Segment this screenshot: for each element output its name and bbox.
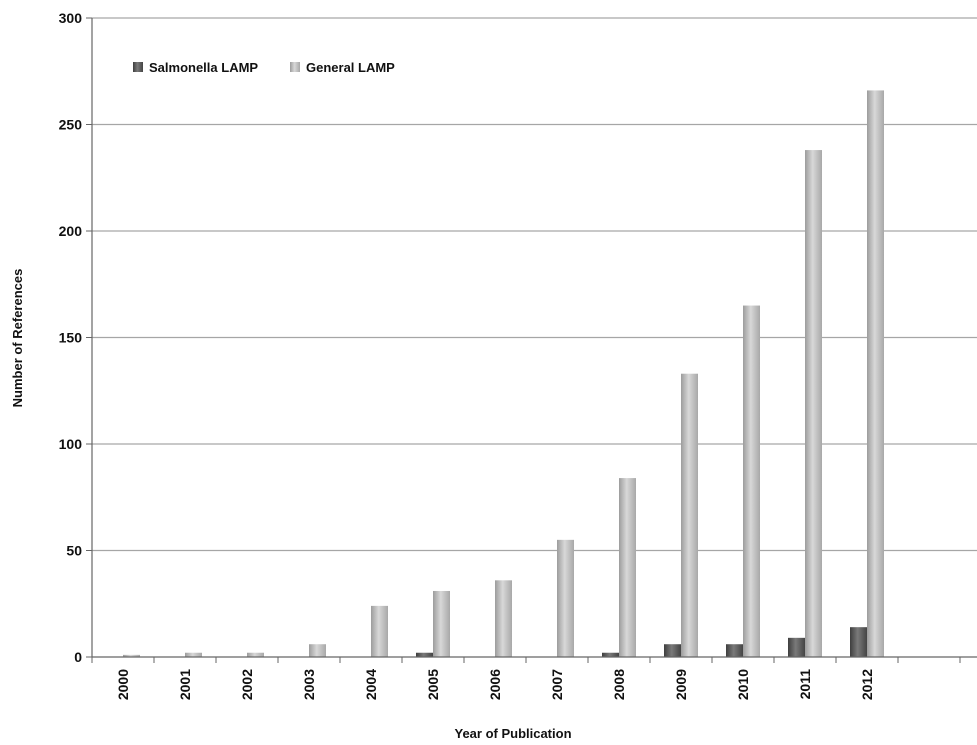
x-tick-label-2012: 2012 (859, 669, 875, 700)
tick-labels: 0 50 100 150 200 250 300 2000 2001 2002 2003 2004 20… (59, 10, 875, 700)
bar-general-lamp-2004 (371, 605, 388, 657)
legend-swatch-general-lamp (290, 62, 300, 72)
x-tick-label-2011: 2011 (797, 669, 813, 700)
bar-salmonella-lamp-2005 (416, 652, 433, 657)
legend: Salmonella LAMP General LAMP (133, 60, 395, 75)
bar-salmonella-lamp-2009 (664, 644, 681, 657)
bar-general-lamp-2007 (557, 539, 574, 657)
y-tick-label-0: 0 (74, 649, 82, 665)
bar-general-lamp-2006 (495, 580, 512, 657)
x-tick-label-2009: 2009 (673, 669, 689, 700)
x-tick-label-2004: 2004 (363, 669, 379, 700)
x-tick-label-2002: 2002 (239, 669, 255, 700)
y-tick-label-200: 200 (59, 223, 83, 239)
bar-general-lamp-2003 (309, 644, 326, 657)
bar-general-lamp-2009 (681, 373, 698, 657)
bar-general-lamp-2008 (619, 478, 636, 657)
bars (123, 90, 884, 658)
bar-general-lamp-2000 (123, 654, 140, 657)
bar-general-lamp-2010 (743, 305, 760, 657)
axes (86, 17, 977, 663)
y-tick-label-250: 250 (59, 117, 83, 133)
x-tick-label-2010: 2010 (735, 669, 751, 700)
x-tick-label-2008: 2008 (611, 669, 627, 700)
bar-salmonella-lamp-2008 (602, 652, 619, 657)
x-tick-label-2001: 2001 (177, 669, 193, 700)
bar-general-lamp-2012 (867, 90, 884, 658)
y-axis-title: Number of References (10, 269, 25, 408)
bar-general-lamp-2005 (433, 590, 450, 657)
gridlines (92, 17, 977, 552)
bar-salmonella-lamp-2012 (850, 627, 867, 657)
x-tick-label-2006: 2006 (487, 669, 503, 700)
x-tick-label-2005: 2005 (425, 669, 441, 700)
x-tick-label-2003: 2003 (301, 669, 317, 700)
bar-general-lamp-2002 (247, 652, 264, 657)
legend-swatch-salmonella-lamp (133, 62, 143, 72)
x-axis-title: Year of Publication (454, 726, 571, 741)
y-tick-label-50: 50 (66, 543, 82, 559)
bar-general-lamp-2011 (805, 150, 822, 657)
bar-salmonella-lamp-2011 (788, 637, 805, 657)
legend-label-salmonella-lamp: Salmonella LAMP (149, 60, 258, 75)
y-tick-label-150: 150 (59, 330, 83, 346)
x-tick-label-2000: 2000 (115, 669, 131, 700)
legend-label-general-lamp: General LAMP (306, 60, 395, 75)
y-tick-label-300: 300 (59, 10, 83, 26)
x-tick-label-2007: 2007 (549, 669, 565, 700)
bar-general-lamp-2001 (185, 652, 202, 657)
y-tick-label-100: 100 (59, 436, 83, 452)
bar-salmonella-lamp-2010 (726, 644, 743, 657)
